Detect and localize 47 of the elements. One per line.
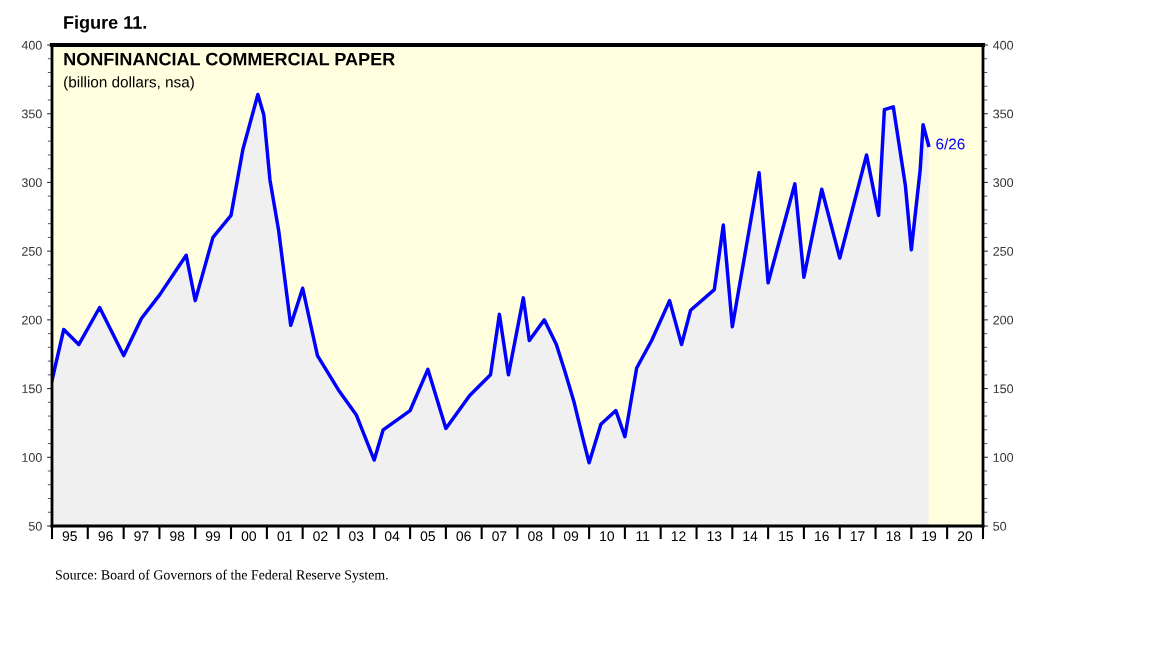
x-tick-label: 06 <box>456 531 471 542</box>
x-tick-label: 03 <box>349 531 364 542</box>
x-tick-label: 18 <box>886 531 901 542</box>
source-note: Source: Board of Governors of the Federal Reserve System. <box>55 569 388 583</box>
x-tick-label: 15 <box>779 531 793 542</box>
x-tick-label: 05 <box>420 531 435 542</box>
y2-tick-label: 400 <box>993 40 1014 50</box>
x-tick-label: 98 <box>170 531 185 542</box>
x-tick-label: 11 <box>636 531 650 541</box>
y-tick-label: 50 <box>28 521 42 531</box>
text: (billion dollars, nsa) <box>64 76 194 91</box>
caption: Figure 11. <box>64 15 147 33</box>
y-tick-label: 100 <box>22 453 42 462</box>
x-tick-label: 19 <box>922 531 937 542</box>
x-tick-label: 13 <box>707 531 722 542</box>
x-tick-label: 97 <box>134 531 149 542</box>
y-tick-label: 300 <box>21 178 42 188</box>
y2-tick-label: 250 <box>993 246 1014 256</box>
x-tick-label: 10 <box>600 531 615 542</box>
x-tick-label: 02 <box>313 531 328 542</box>
x-tick-label: 17 <box>850 531 865 541</box>
chart-title: NONFINANCIAL COMMERCIAL PAPER <box>64 52 395 66</box>
y-tick-label: 400 <box>21 40 42 50</box>
y-tick-label: 150 <box>22 384 42 394</box>
y2-tick-label: 50 <box>993 521 1007 531</box>
x-tick-label: 09 <box>563 531 579 542</box>
x-tick-label: 07 <box>492 531 507 542</box>
annotation: 6/26 <box>936 138 965 150</box>
y2-tick-label: 150 <box>993 384 1014 394</box>
y2-tick-label: 100 <box>993 453 1014 462</box>
x-tick-label: 04 <box>384 531 400 542</box>
y-tick-label: 200 <box>22 315 42 325</box>
y2-tick-label: 200 <box>993 315 1014 325</box>
x-tick-label: 99 <box>205 531 221 542</box>
x-tick-label: 12 <box>671 531 686 541</box>
y-tick-label: 250 <box>22 246 42 256</box>
x-tick-label: 00 <box>241 531 257 542</box>
y2-tick-label: 300 <box>993 178 1014 188</box>
x-tick-label: 16 <box>815 531 829 542</box>
x-tick-label: 08 <box>528 531 543 542</box>
x-tick-label: 96 <box>98 531 113 542</box>
x-tick-label: 95 <box>62 531 77 542</box>
x-tick-label: 01 <box>277 531 292 542</box>
x-tick-label: 14 <box>743 531 758 541</box>
x-tick-label: 20 <box>957 531 973 542</box>
y2-tick-label: 350 <box>993 109 1014 119</box>
y-tick-label: 350 <box>21 109 42 119</box>
